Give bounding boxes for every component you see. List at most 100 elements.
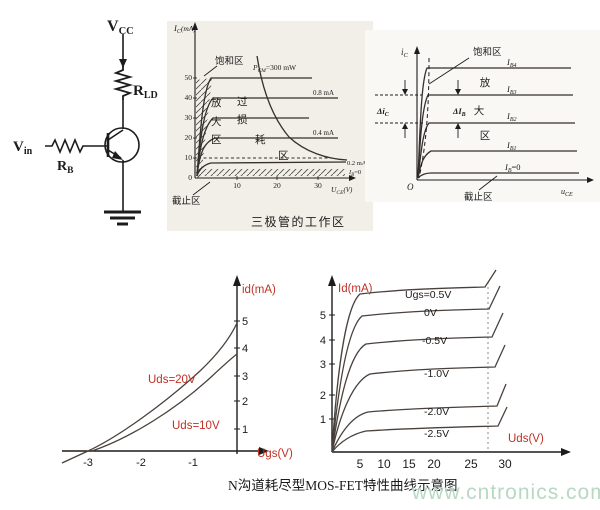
saturation-boundary-dashed (418, 57, 430, 179)
svg-text:30: 30 (185, 113, 193, 122)
saturation-leader-line (428, 57, 470, 85)
svg-text:2: 2 (320, 390, 326, 402)
x-axis-arrow-icon (561, 448, 571, 456)
svg-text:5: 5 (357, 457, 364, 471)
bjt-region-sketch: iC O uCE ΔiC ΔIB IB4 IB3 IB2 I (365, 30, 600, 203)
x-axis-arrow-icon (349, 175, 356, 181)
svg-text:耗: 耗 (255, 134, 266, 146)
delta-ib-arrows (455, 80, 461, 138)
svg-text:5: 5 (242, 316, 248, 328)
saturation-region-label: 饱和区 (473, 46, 502, 58)
curve-ib2 (417, 122, 575, 179)
cutoff-region-label: 截止区 (464, 191, 493, 203)
y-tick-marks (329, 314, 335, 420)
cutoff-region-label: 截止区 (172, 195, 201, 207)
ib-curve-labels: IB4 IB3 IB2 IB1 IB=0 (504, 57, 521, 174)
svg-text:放: 放 (211, 96, 222, 109)
svg-text:40: 40 (185, 93, 193, 102)
svg-text:放: 放 (480, 76, 491, 89)
mosfet-transfer-chart: id(mA) Ugs(V) 5 4 3 2 1 -3 -2 -1 Uds=20V… (61, 275, 293, 469)
x-axis-arrow-icon (587, 177, 594, 183)
rld-label: RLD (133, 83, 158, 101)
x-axis-label: UCE(V) (331, 185, 353, 196)
x-tick-marks (236, 176, 319, 180)
svg-text:4: 4 (242, 343, 248, 355)
vin-label: Vin (13, 139, 33, 157)
svg-text:-2.5V: -2.5V (424, 428, 449, 440)
curve-ugs-m2p5 (331, 406, 508, 453)
svg-text:1: 1 (242, 424, 248, 436)
curve-ugs-m0p5 (331, 312, 504, 453)
svg-text:IB1: IB1 (506, 140, 517, 152)
y-axis-label: Id(mA) (338, 283, 373, 295)
x-tick-labels: 5 10 15 20 25 30 (357, 457, 512, 471)
delta-ic-arrows (402, 80, 408, 138)
x-tick-labels: -3 -2 -1 (83, 457, 198, 469)
uds20-label: Uds=20V (148, 374, 196, 386)
curve-ugs-p0p5 (331, 269, 497, 453)
svg-text:-2: -2 (136, 457, 146, 469)
svg-text:20: 20 (185, 133, 193, 142)
svg-text:1: 1 (320, 414, 326, 426)
svg-text:损: 损 (237, 113, 248, 126)
transistor-body (104, 127, 140, 163)
svg-text:区: 区 (278, 150, 289, 162)
watermark: www.cntronics.com (412, 481, 600, 504)
svg-text:5: 5 (320, 310, 326, 322)
ib-0.2mA-label: 0.2 mA (347, 160, 367, 167)
svg-text:-1: -1 (188, 457, 198, 469)
curve-ib-0.2mA (196, 161, 347, 177)
y-axis-label: IC(mA) (173, 23, 196, 35)
svg-text:大: 大 (474, 104, 485, 117)
svg-text:15: 15 (402, 457, 416, 471)
svg-text:10: 10 (233, 181, 241, 190)
power-label: PCM=300 mW (252, 63, 297, 74)
svg-text:IB2: IB2 (506, 111, 517, 123)
y-axis-arrow-icon (328, 275, 336, 286)
y-tick-marks (234, 320, 240, 430)
svg-text:10: 10 (377, 457, 391, 471)
svg-text:IB=0: IB=0 (504, 162, 521, 174)
svg-text:30: 30 (498, 457, 512, 471)
svg-text:IB4: IB4 (506, 57, 517, 69)
origin-label: O (407, 182, 414, 192)
curve-uds10 (91, 353, 238, 452)
emitter-arrow-icon (112, 151, 123, 160)
svg-text:10: 10 (185, 153, 193, 162)
svg-text:-0.5V: -0.5V (422, 335, 447, 347)
circuit-schematic: VCC RLD Vin RB (13, 18, 158, 226)
current-arrow-icon (119, 59, 127, 68)
svg-text:-2.0V: -2.0V (424, 406, 449, 418)
bjt-chart-caption: 三极管的工作区 (251, 214, 346, 229)
cutoff-leader-line (478, 175, 498, 191)
bjt-output-chart: IC(mA) 50 40 30 20 10 0 10 20 30 UCE(V) (167, 21, 373, 231)
svg-text:50: 50 (185, 73, 193, 82)
amplification-region-label: 放 大 区 (211, 96, 222, 146)
curve-ib1 (417, 150, 577, 179)
y-axis-arrow-icon (233, 275, 241, 286)
svg-text:过: 过 (237, 95, 248, 108)
x-tick-labels: 10 20 30 (233, 181, 322, 190)
y-tick-labels: 5 4 3 2 1 (320, 310, 326, 426)
svg-text:区: 区 (211, 134, 222, 146)
svg-text:IB3: IB3 (506, 84, 517, 96)
transistor-collector (107, 129, 124, 141)
svg-text:Ugs=0.5V: Ugs=0.5V (405, 289, 451, 301)
overdissipation-region-label: 过 损 耗 区 (237, 95, 289, 162)
x-axis-arrow-icon (259, 447, 269, 455)
ugs-curve-labels: Ugs=0.5V 0V -0.5V -1.0V -2.0V -2.5V (405, 289, 451, 440)
y-axis-arrow-icon (192, 22, 198, 30)
cutoff-leader-line (192, 181, 211, 196)
resistor-rb (45, 137, 108, 155)
amplification-region-label: 放 大 区 (474, 76, 491, 142)
y-axis-arrow-icon (414, 46, 420, 54)
cutoff-hatch-region (198, 169, 345, 176)
uds10-label: Uds=10V (172, 420, 220, 432)
x-axis-label: uCE (561, 187, 573, 198)
resistor-rld (112, 66, 134, 100)
svg-text:区: 区 (480, 130, 491, 142)
svg-text:-3: -3 (83, 457, 93, 469)
mosfet-caption: N沟道耗尽型MOS-FET特性曲线示意图 (228, 478, 458, 493)
svg-text:3: 3 (320, 359, 326, 371)
